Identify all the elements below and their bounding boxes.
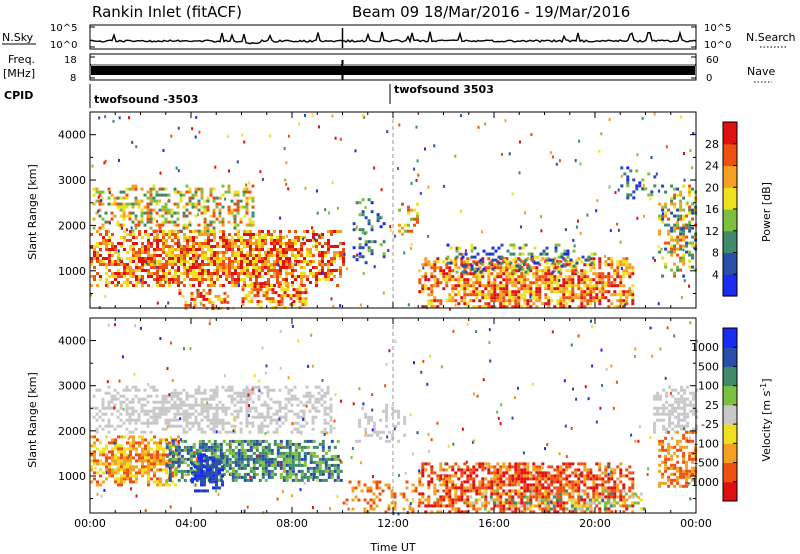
x-tick-label: 16:00: [478, 517, 510, 530]
nsearch-tick-top: 10^5: [704, 23, 731, 34]
power-ylabel: Slant Range [km]: [26, 164, 39, 260]
power-colorbar-label: Power [dB]: [760, 182, 773, 242]
cpid-label: CPID: [4, 89, 33, 102]
x-tick-label: 08:00: [276, 517, 308, 530]
x-tick-label: 04:00: [175, 517, 207, 530]
scatter-region-4: [352, 198, 386, 265]
station-title: Rankin Inlet (fitACF): [92, 3, 242, 21]
colorbar-tick-label: 28: [705, 138, 719, 151]
beam-label: Beam 09: [352, 3, 419, 21]
colorbar-swatch: [723, 122, 737, 145]
colorbar-swatch: [723, 274, 737, 297]
x-tick-label: 00:00: [680, 517, 712, 530]
y-tick-label: 4000: [58, 129, 86, 142]
colorbar: -1000 -500 -100 -25 25 100 500 1000: [687, 327, 738, 502]
colorbar-tick-label: 4: [712, 268, 719, 281]
colorbar-swatch: [723, 165, 737, 188]
colorbar-tick-label: -100: [694, 437, 719, 450]
nave-tick-bottom: 0: [706, 73, 712, 84]
nsearch-label: N.Search: [746, 31, 796, 44]
scatter-region-9: [620, 166, 657, 200]
scatter-region-2: [241, 282, 308, 310]
colorbar-tick-label: -1000: [687, 476, 719, 489]
colorbar-tick-label: 16: [705, 203, 719, 216]
colorbar-tick-label: 500: [698, 360, 719, 373]
y-tick-label: 4000: [58, 335, 86, 348]
scatter-region-4: [355, 403, 407, 443]
power-panel: 1000 2000 3000 4000 4 8 12 16 20 24 28: [58, 111, 738, 311]
scatter-region-0: [90, 435, 180, 487]
colorbar-tick-label: 25: [705, 399, 719, 412]
colorbar-swatch: [723, 252, 737, 275]
y-tick-label: 1000: [58, 265, 86, 278]
colorbar-swatch: [723, 143, 737, 167]
velocity-panel: 1000 2000 3000 4000 00:00 04:00 08:00 12:00 16:0…: [58, 317, 738, 530]
nsky-trace: [89, 30, 697, 45]
scatter-region-3: [178, 288, 230, 310]
scatter-region-8: [658, 184, 698, 278]
colorbar-tick-label: 100: [698, 380, 719, 393]
velocity-ylabel: Slant Range [km]: [26, 372, 39, 468]
colorbar-swatch: [723, 187, 737, 210]
x-tick-label: 12:00: [377, 517, 409, 530]
colorbar-tick-label: 1000: [691, 341, 719, 354]
freq-label-line2: [MHz]: [3, 67, 35, 80]
nsky-tick-top: 10^5: [50, 23, 77, 34]
y-tick-label: 3000: [58, 174, 86, 187]
velocity-colorbar-label: Velocity [m s-1]: [759, 378, 773, 461]
nave-label: Nave: [747, 65, 775, 78]
sparse-echoes: [94, 318, 698, 516]
colorbar-tick-label: -25: [701, 418, 719, 431]
scatter-region-1: [92, 184, 255, 233]
scatter-region-9: [342, 480, 421, 514]
x-tick-label: 00:00: [74, 517, 106, 530]
colorbar-tick-label: 20: [705, 181, 719, 194]
colorbar-swatch: [723, 230, 737, 254]
colorbar-swatch: [723, 443, 737, 463]
colorbar-tick-label: 8: [712, 247, 719, 260]
nsky-label: N.Sky: [2, 31, 34, 44]
scatter-region-3: [92, 385, 333, 434]
x-axis-label: Time UT: [369, 541, 415, 554]
freq-label-line1: Freq.: [8, 53, 35, 66]
colorbar-tick-label: 24: [705, 160, 719, 173]
scatter-region-0: [90, 230, 345, 287]
scatter-region-1: [165, 439, 343, 482]
cpid-segment-1: twofsound -3503: [94, 93, 198, 106]
frequency-band: [91, 66, 695, 75]
nsky-panel: [89, 24, 697, 50]
colorbar-swatch: [723, 462, 737, 483]
y-tick-label: 2000: [58, 219, 86, 232]
freq-tick-bottom: 8: [70, 73, 76, 84]
scatter-region-7: [446, 243, 597, 274]
colorbar-swatch: [723, 481, 737, 502]
scatter-region-5: [398, 202, 419, 236]
nave-tick-top: 60: [706, 55, 719, 66]
date-range: 18/Mar/2016 - 19/Mar/2016: [424, 3, 630, 21]
sparse-echoes: [90, 112, 695, 311]
y-tick-label: 1000: [58, 470, 86, 483]
colorbar-swatch: [723, 347, 737, 367]
colorbar-swatch: [723, 385, 737, 406]
y-tick-label: 3000: [58, 380, 86, 393]
colorbar-swatch: [723, 209, 737, 232]
colorbar-swatch: [723, 404, 737, 425]
scatter-region-7: [653, 385, 699, 434]
freq-panel: [89, 53, 697, 81]
nsearch-tick-bottom: 10^0: [704, 40, 731, 51]
colorbar-tick-label: 12: [705, 225, 719, 238]
colorbar: 4 8 12 16 20 24 28: [705, 121, 738, 297]
nsky-tick-bottom: 10^0: [50, 40, 77, 51]
scatter-region-6: [418, 257, 635, 309]
x-tick-label: 20:00: [579, 517, 611, 530]
scatter-region-2: [191, 453, 224, 493]
freq-tick-top: 18: [64, 55, 77, 66]
colorbar-swatch: [723, 328, 737, 348]
colorbar-tick-label: -500: [694, 457, 719, 470]
cpid-segment-2: twofsound 3503: [394, 83, 494, 96]
colorbar-swatch: [723, 366, 737, 387]
colorbar-swatch: [723, 424, 737, 444]
y-tick-label: 2000: [58, 425, 86, 438]
